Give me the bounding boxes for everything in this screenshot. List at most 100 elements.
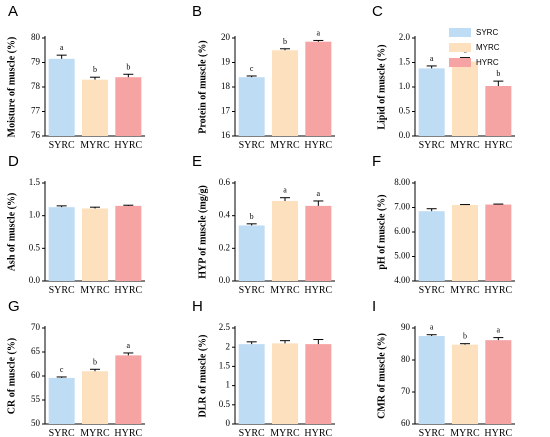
y-tick-label: 4.00 (394, 275, 410, 285)
x-tick-label: MYRC (450, 140, 480, 151)
bar-myrc (452, 61, 478, 136)
y-axis-label: Moisture of muscle (%) (6, 37, 17, 138)
bar-hyrc (115, 205, 142, 281)
x-tick-label: SYRC (49, 285, 75, 296)
x-tick-label: SYRC (419, 428, 445, 437)
bar-hyrc (305, 41, 332, 136)
x-tick-label: SYRC (239, 428, 265, 437)
y-tick-label: 1.5 (399, 57, 411, 67)
x-tick-label: MYRC (80, 140, 110, 151)
bar-syrc (48, 58, 75, 137)
significance-letter: a (317, 189, 321, 198)
y-tick-label: 0.0 (29, 275, 41, 285)
y-axis-label: Ash of muscle (%) (6, 193, 17, 272)
bar-syrc (238, 344, 265, 424)
significance-letter: a (60, 43, 64, 52)
panel-letter-I: I (372, 298, 376, 315)
y-tick-label: 1.0 (399, 81, 411, 91)
bar-syrc (238, 77, 265, 136)
bar-myrc (272, 50, 298, 136)
bar-hyrc (115, 77, 142, 136)
legend-label-syrc: SYRC (476, 28, 498, 37)
y-tick-label: 55 (31, 394, 41, 404)
y-tick-label: 2.5 (219, 322, 231, 332)
panel-letter-G: G (8, 298, 20, 315)
legend-swatch-syrc (449, 28, 471, 37)
x-tick-label: MYRC (450, 285, 480, 296)
y-axis-label: CMR of muscle (%) (376, 333, 387, 419)
y-tick-label: 0.0 (219, 275, 231, 285)
x-tick-label: MYRC (80, 285, 110, 296)
significance-letter: a (283, 186, 287, 195)
y-tick-label: 78 (31, 81, 41, 91)
bar-syrc (238, 225, 265, 281)
x-tick-label: HYRC (304, 428, 332, 437)
significance-letter: b (463, 332, 467, 341)
panel-G: G CR of muscle (%) 50 55 60 65 70 c SYRC b MYRC a HY… (6, 298, 145, 437)
y-axis-label: DLR of muscle (%) (197, 334, 208, 417)
y-tick-label: 8.00 (394, 177, 410, 187)
y-axis-label: Protein of muscle (%) (197, 40, 208, 133)
x-tick-label: MYRC (270, 428, 300, 437)
panel-letter-B: B (192, 3, 202, 20)
x-tick-label: SYRC (49, 140, 75, 151)
x-tick-label: SYRC (419, 285, 445, 296)
bar-syrc (48, 377, 75, 424)
x-tick-label: SYRC (239, 285, 265, 296)
bar-syrc (48, 207, 75, 281)
x-tick-label: HYRC (304, 140, 332, 151)
significance-letter: b (250, 212, 254, 221)
panel-C: C Lipid of muscle (%) 0.0 0.5 1.0 1.5 2.0 a SYRC… (372, 3, 515, 151)
y-tick-label: 0.5 (29, 242, 41, 252)
bar-myrc (82, 371, 108, 424)
panel-I: I CMR of muscle (%) 60 70 80 90 a SYRC b MYRC a HYR… (372, 298, 515, 437)
y-tick-label: 1.5 (29, 177, 41, 187)
x-tick-label: MYRC (270, 285, 300, 296)
significance-letter: b (283, 37, 287, 46)
panel-B: B Protein of muscle (%) 16 17 18 19 20 c SYRC b MY… (192, 3, 335, 151)
significance-letter: c (60, 365, 64, 374)
panel-letter-D: D (8, 153, 19, 170)
panel-letter-A: A (8, 3, 18, 20)
y-tick-label: 50 (31, 418, 41, 428)
bar-hyrc (305, 344, 332, 424)
bar-hyrc (485, 204, 512, 281)
legend-label-myrc: MYRC (476, 43, 500, 52)
x-tick-label: MYRC (270, 140, 300, 151)
x-tick-label: HYRC (484, 140, 512, 151)
x-tick-label: HYRC (304, 285, 332, 296)
bar-myrc (82, 79, 108, 136)
x-tick-label: HYRC (114, 140, 142, 151)
y-tick-label: 79 (31, 57, 41, 67)
y-tick-label: 80 (401, 354, 411, 364)
y-tick-label: 65 (31, 346, 41, 356)
y-axis-label: pH of muscle (%) (376, 194, 387, 269)
x-tick-label: HYRC (114, 285, 142, 296)
y-tick-label: 2 (226, 341, 231, 351)
bar-hyrc (485, 340, 512, 424)
significance-letter: b (93, 357, 97, 366)
y-tick-label: 0.2 (219, 242, 230, 252)
y-tick-label: 1 (226, 380, 231, 390)
significance-letter: a (127, 341, 131, 350)
bar-myrc (452, 205, 478, 281)
panel-D: D Ash of muscle (%) 0.0 0.5 1.0 1.5 SYRC MYRC HY… (6, 153, 145, 296)
y-tick-label: 0.6 (219, 177, 231, 187)
panels-group: A Moisture of muscle (%) 76 77 78 79 80 a SYRC b M… (6, 3, 515, 437)
bar-hyrc (305, 205, 332, 281)
legend-label-hyrc: HYRC (476, 58, 499, 67)
x-tick-label: HYRC (484, 285, 512, 296)
panel-F: FpH of muscle (%) 4.00 5.00 6.00 7.00 8.00 SYR… (372, 153, 515, 296)
y-tick-label: 0 (226, 418, 231, 428)
significance-letter: a (317, 28, 321, 37)
y-tick-label: 18 (221, 81, 231, 91)
y-tick-label: 1.0 (29, 210, 41, 220)
y-tick-label: 0.4 (219, 210, 231, 220)
y-tick-label: 77 (31, 106, 41, 116)
significance-letter: b (496, 69, 500, 78)
y-tick-label: 80 (31, 32, 41, 42)
y-axis-label: Lipid of muscle (%) (376, 44, 387, 129)
y-tick-label: 6.00 (394, 226, 410, 236)
panel-letter-C: C (372, 3, 383, 20)
